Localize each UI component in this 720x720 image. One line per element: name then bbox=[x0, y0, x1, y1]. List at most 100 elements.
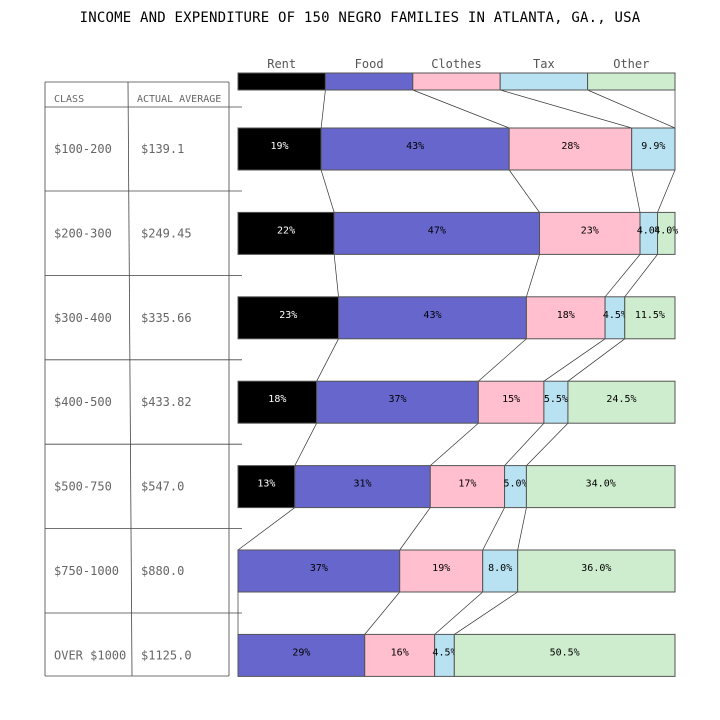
bar-label-other: 11.5% bbox=[635, 310, 665, 321]
bar-label-clothes: 19% bbox=[432, 563, 450, 574]
header-label-rent: Rent bbox=[267, 57, 296, 71]
bar-label-other: 34.0% bbox=[586, 479, 616, 490]
table-cell-class: $500-750 bbox=[54, 480, 112, 494]
connector-line bbox=[412, 89, 510, 129]
header-label-tax: Tax bbox=[533, 57, 555, 71]
connector-line bbox=[454, 591, 518, 635]
bar-segment-rent bbox=[237, 380, 318, 424]
bar-label-food: 31% bbox=[354, 479, 372, 490]
bar-label-tax: 4.5% bbox=[432, 647, 456, 658]
connector-line bbox=[364, 591, 400, 635]
bar-label-clothes: 17% bbox=[458, 479, 476, 490]
connector-line bbox=[517, 507, 527, 551]
connector-line bbox=[604, 254, 641, 298]
bar-label-rent: 23% bbox=[279, 310, 297, 321]
stacked-bars: 19% 43% 28% 9.9% 22% 47% 23% 4.0%4.0% 23% 43% 18% 4… bbox=[237, 127, 678, 677]
bar-label-tax: 9.9% bbox=[641, 141, 665, 152]
table-cell-average: $335.66 bbox=[141, 311, 192, 325]
connector-line bbox=[320, 89, 326, 129]
table-cell-average: $1125.0 bbox=[141, 648, 192, 662]
header-swatch-clothes bbox=[412, 72, 501, 91]
connector-line bbox=[504, 422, 545, 466]
connector-line bbox=[567, 338, 625, 382]
bar-label-tax: 5.0% bbox=[503, 479, 527, 490]
bar-segment-food bbox=[316, 380, 479, 424]
connector-line bbox=[631, 169, 641, 213]
connector-line bbox=[657, 169, 676, 213]
chart-title: INCOME AND EXPENDITURE OF 150 NEGRO FAMI… bbox=[79, 10, 641, 26]
bar-row-400-500: 18% 37% 15% 5.5% 24.5% bbox=[237, 380, 676, 424]
connector-line bbox=[543, 338, 606, 382]
bar-label-rent: 22% bbox=[277, 225, 295, 236]
table-column-divider bbox=[127, 81, 133, 677]
header-swatch-other bbox=[587, 72, 676, 91]
bar-segment-rent bbox=[237, 296, 340, 340]
connector-line bbox=[237, 507, 296, 551]
bar-label-other: 24.5% bbox=[606, 394, 636, 405]
connector-line bbox=[624, 254, 658, 298]
bar-segment-clothes bbox=[539, 211, 641, 255]
bar-label-food: 43% bbox=[406, 141, 424, 152]
bar-row-300-400: 23% 43% 18% 4.5% 11.5% bbox=[237, 296, 676, 340]
header-swatch-rent bbox=[237, 72, 326, 91]
bar-segment-rent bbox=[237, 127, 322, 171]
bar-label-tax: 4.5% bbox=[603, 310, 627, 321]
bar-label-other: 36.0% bbox=[581, 563, 611, 574]
bar-label-tax: 8.0% bbox=[488, 563, 512, 574]
bar-label-rent: 18% bbox=[268, 394, 286, 405]
bar-label-clothes: 18% bbox=[557, 310, 575, 321]
bar-label-other: 4.0% bbox=[654, 225, 678, 236]
bar-label-other: 50.5% bbox=[550, 647, 580, 658]
table-cell-average: $139.1 bbox=[141, 142, 184, 156]
table-cell-class: $300-400 bbox=[54, 311, 112, 325]
connector-line bbox=[482, 507, 505, 551]
category-header: Rent Food Clothes Tax Other bbox=[237, 57, 676, 91]
bar-segment-food bbox=[294, 465, 431, 509]
connector-line bbox=[478, 338, 527, 382]
header-swatch-food bbox=[324, 72, 414, 91]
bar-segment-other bbox=[525, 465, 676, 509]
bar-row-200-300: 22% 47% 23% 4.0%4.0% bbox=[237, 211, 678, 255]
connector-line bbox=[526, 254, 540, 297]
bar-label-food: 37% bbox=[388, 394, 406, 405]
bar-segment-rent bbox=[237, 465, 296, 509]
connector-line bbox=[500, 89, 632, 129]
bar-row-750-1000: 37% 19% 8.0% 36.0% bbox=[237, 549, 676, 593]
table-cell-average: $249.45 bbox=[141, 226, 192, 240]
header-label-food: Food bbox=[355, 57, 384, 71]
bar-segment-tax bbox=[482, 549, 519, 593]
bar-segment-food bbox=[333, 211, 541, 255]
bar-label-clothes: 28% bbox=[561, 141, 579, 152]
table-cell-class: $750-1000 bbox=[54, 564, 119, 578]
bar-label-clothes: 15% bbox=[502, 394, 520, 405]
header-swatch-tax bbox=[499, 72, 589, 91]
bar-segment-tax bbox=[631, 127, 676, 171]
bar-label-clothes: 23% bbox=[581, 225, 599, 236]
connector-line bbox=[333, 254, 339, 297]
header-label-clothes: Clothes bbox=[431, 57, 482, 71]
table-cell-class: $100-200 bbox=[54, 142, 112, 156]
bar-segment-other bbox=[453, 633, 676, 677]
income-class-table: CLASS ACTUAL AVERAGE $100-200 $139.1 $200-30… bbox=[44, 81, 242, 677]
bar-label-rent: 13% bbox=[257, 479, 275, 490]
bar-segment-rent bbox=[237, 211, 335, 255]
connector-line bbox=[294, 423, 317, 466]
table-cell-class: $400-500 bbox=[54, 395, 112, 409]
connector-line bbox=[434, 591, 483, 635]
table-cell-average: $433.82 bbox=[141, 395, 192, 409]
bar-label-tax: 5.5% bbox=[544, 394, 568, 405]
connector-line bbox=[526, 422, 569, 466]
bar-label-tax: 4.0% bbox=[637, 225, 661, 236]
header-label-other: Other bbox=[613, 57, 649, 71]
table-cell-class: OVER $1000 bbox=[54, 648, 126, 662]
bar-label-food: 43% bbox=[423, 310, 441, 321]
bar-row-500-750: 13% 31% 17% 5.0% 34.0% bbox=[237, 465, 676, 509]
bar-label-rent: 19% bbox=[271, 141, 289, 152]
bar-segment-other bbox=[657, 211, 676, 255]
connector-line bbox=[430, 422, 479, 466]
connector-line bbox=[316, 338, 339, 382]
bar-row-over-1000: 29% 16% 4.5% 50.5% bbox=[237, 633, 676, 677]
bar-segment-food bbox=[237, 549, 401, 593]
bar-segment-other bbox=[567, 380, 676, 424]
